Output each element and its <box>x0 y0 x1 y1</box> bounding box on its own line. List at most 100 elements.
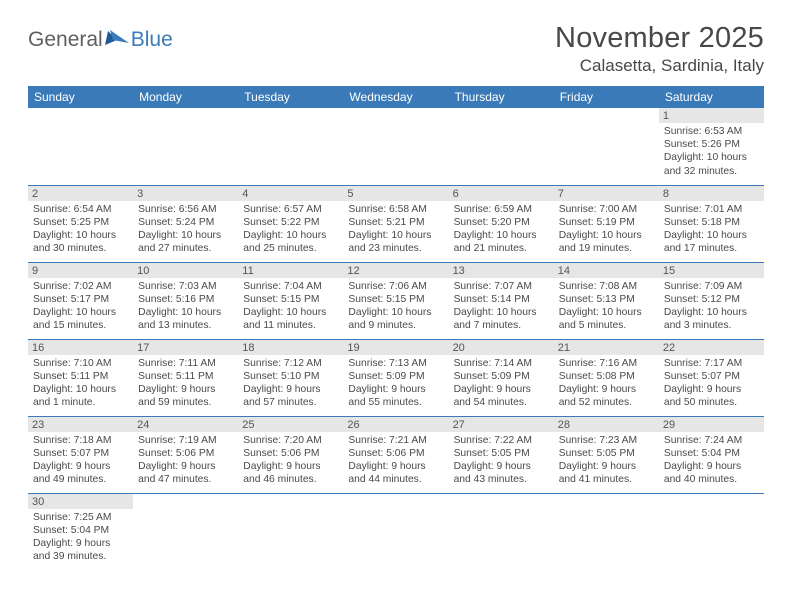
daylight-text: Daylight: 10 hours and 11 minutes. <box>243 306 338 332</box>
calendar-day-cell <box>554 493 659 570</box>
daylight-text: Daylight: 9 hours and 39 minutes. <box>33 537 128 563</box>
calendar-day-cell: 19Sunrise: 7:13 AMSunset: 5:09 PMDayligh… <box>343 339 448 416</box>
sunrise-text: Sunrise: 7:22 AM <box>454 434 549 447</box>
weekday-header: Thursday <box>449 86 554 108</box>
sunrise-text: Sunrise: 7:12 AM <box>243 357 338 370</box>
day-number: 30 <box>28 494 133 509</box>
day-number: 4 <box>238 186 343 201</box>
sunset-text: Sunset: 5:15 PM <box>348 293 443 306</box>
day-number: 8 <box>659 186 764 201</box>
day-number: 21 <box>554 340 659 355</box>
daylight-text: Daylight: 9 hours and 50 minutes. <box>664 383 759 409</box>
sunset-text: Sunset: 5:06 PM <box>348 447 443 460</box>
calendar-day-cell <box>343 108 448 185</box>
sunrise-text: Sunrise: 7:13 AM <box>348 357 443 370</box>
sunset-text: Sunset: 5:06 PM <box>138 447 233 460</box>
calendar-week-row: 23Sunrise: 7:18 AMSunset: 5:07 PMDayligh… <box>28 416 764 493</box>
sunset-text: Sunset: 5:05 PM <box>454 447 549 460</box>
sunset-text: Sunset: 5:16 PM <box>138 293 233 306</box>
sunrise-text: Sunrise: 7:08 AM <box>559 280 654 293</box>
daylight-text: Daylight: 9 hours and 46 minutes. <box>243 460 338 486</box>
calendar-day-cell: 26Sunrise: 7:21 AMSunset: 5:06 PMDayligh… <box>343 416 448 493</box>
sunrise-text: Sunrise: 7:24 AM <box>664 434 759 447</box>
sunset-text: Sunset: 5:17 PM <box>33 293 128 306</box>
daylight-text: Daylight: 10 hours and 21 minutes. <box>454 229 549 255</box>
daylight-text: Daylight: 10 hours and 1 minute. <box>33 383 128 409</box>
day-number <box>238 108 343 123</box>
sunrise-text: Sunrise: 7:17 AM <box>664 357 759 370</box>
daylight-text: Daylight: 9 hours and 49 minutes. <box>33 460 128 486</box>
day-number <box>449 494 554 509</box>
day-number: 19 <box>343 340 448 355</box>
calendar-week-row: 9Sunrise: 7:02 AMSunset: 5:17 PMDaylight… <box>28 262 764 339</box>
weekday-header: Saturday <box>659 86 764 108</box>
daylight-text: Daylight: 10 hours and 30 minutes. <box>33 229 128 255</box>
sunrise-text: Sunrise: 6:54 AM <box>33 203 128 216</box>
sunset-text: Sunset: 5:19 PM <box>559 216 654 229</box>
calendar-day-cell: 12Sunrise: 7:06 AMSunset: 5:15 PMDayligh… <box>343 262 448 339</box>
sunrise-text: Sunrise: 6:56 AM <box>138 203 233 216</box>
calendar-week-row: 30 Sunrise: 7:25 AMSunset: 5:04 PMDayligh… <box>28 493 764 570</box>
day-number: 1 <box>659 108 764 123</box>
day-number: 18 <box>238 340 343 355</box>
sunset-text: Sunset: 5:26 PM <box>664 138 759 151</box>
sunset-text: Sunset: 5:09 PM <box>348 370 443 383</box>
sunrise-text: Sunrise: 6:58 AM <box>348 203 443 216</box>
day-number <box>554 108 659 123</box>
calendar-day-cell <box>449 493 554 570</box>
sunset-text: Sunset: 5:07 PM <box>664 370 759 383</box>
day-number <box>133 494 238 509</box>
sunset-text: Sunset: 5:04 PM <box>33 524 128 537</box>
title-block: November 2025 Calasetta, Sardinia, Italy <box>555 22 764 76</box>
day-number: 20 <box>449 340 554 355</box>
calendar-day-cell: 23Sunrise: 7:18 AMSunset: 5:07 PMDayligh… <box>28 416 133 493</box>
calendar-day-cell: 24Sunrise: 7:19 AMSunset: 5:06 PMDayligh… <box>133 416 238 493</box>
calendar-day-cell: 30 Sunrise: 7:25 AMSunset: 5:04 PMDayligh… <box>28 493 133 570</box>
calendar-day-cell <box>238 493 343 570</box>
day-number <box>238 494 343 509</box>
day-number: 2 <box>28 186 133 201</box>
daylight-text: Daylight: 9 hours and 54 minutes. <box>454 383 549 409</box>
daylight-text: Daylight: 10 hours and 23 minutes. <box>348 229 443 255</box>
sunset-text: Sunset: 5:04 PM <box>664 447 759 460</box>
day-number: 5 <box>343 186 448 201</box>
day-number: 11 <box>238 263 343 278</box>
sunrise-text: Sunrise: 7:25 AM <box>33 511 128 524</box>
sunset-text: Sunset: 5:13 PM <box>559 293 654 306</box>
sunset-text: Sunset: 5:24 PM <box>138 216 233 229</box>
calendar-day-cell: 1Sunrise: 6:53 AMSunset: 5:26 PMDaylight… <box>659 108 764 185</box>
day-number: 15 <box>659 263 764 278</box>
calendar-day-cell: 6Sunrise: 6:59 AMSunset: 5:20 PMDaylight… <box>449 185 554 262</box>
calendar-day-cell: 25Sunrise: 7:20 AMSunset: 5:06 PMDayligh… <box>238 416 343 493</box>
day-number <box>343 494 448 509</box>
calendar-day-cell: 16Sunrise: 7:10 AMSunset: 5:11 PMDayligh… <box>28 339 133 416</box>
day-number: 25 <box>238 417 343 432</box>
calendar-day-cell: 15Sunrise: 7:09 AMSunset: 5:12 PMDayligh… <box>659 262 764 339</box>
calendar-day-cell: 8Sunrise: 7:01 AMSunset: 5:18 PMDaylight… <box>659 185 764 262</box>
sunset-text: Sunset: 5:07 PM <box>33 447 128 460</box>
sunset-text: Sunset: 5:12 PM <box>664 293 759 306</box>
flag-icon <box>105 29 131 47</box>
sunrise-text: Sunrise: 7:10 AM <box>33 357 128 370</box>
sunset-text: Sunset: 5:11 PM <box>138 370 233 383</box>
weekday-header: Monday <box>133 86 238 108</box>
calendar-day-cell: 9Sunrise: 7:02 AMSunset: 5:17 PMDaylight… <box>28 262 133 339</box>
calendar-day-cell <box>659 493 764 570</box>
calendar-week-row: 16 Sunrise: 7:10 AM Sunset: 5:11 PM Dayligh… <box>28 339 764 416</box>
calendar-day-cell: 27Sunrise: 7:22 AMSunset: 5:05 PMDayligh… <box>449 416 554 493</box>
day-number: 24 <box>133 417 238 432</box>
day-number: 16 <box>28 340 133 355</box>
day-number <box>554 494 659 509</box>
calendar-table: SundayMondayTuesdayWednesdayThursdayFrid… <box>28 86 764 570</box>
weekday-header-row: SundayMondayTuesdayWednesdayThursdayFrid… <box>28 86 764 108</box>
sunrise-text: Sunrise: 7:03 AM <box>138 280 233 293</box>
sunset-text: Sunset: 5:20 PM <box>454 216 549 229</box>
calendar-day-cell: 22Sunrise: 7:17 AMSunset: 5:07 PMDayligh… <box>659 339 764 416</box>
sunset-text: Sunset: 5:14 PM <box>454 293 549 306</box>
daylight-text: Daylight: 10 hours and 15 minutes. <box>33 306 128 332</box>
daylight-text: Daylight: 10 hours and 9 minutes. <box>348 306 443 332</box>
weekday-header: Friday <box>554 86 659 108</box>
daylight-text: Daylight: 10 hours and 3 minutes. <box>664 306 759 332</box>
sunrise-text: Sunrise: 7:14 AM <box>454 357 549 370</box>
calendar-day-cell: 17Sunrise: 7:11 AMSunset: 5:11 PMDayligh… <box>133 339 238 416</box>
